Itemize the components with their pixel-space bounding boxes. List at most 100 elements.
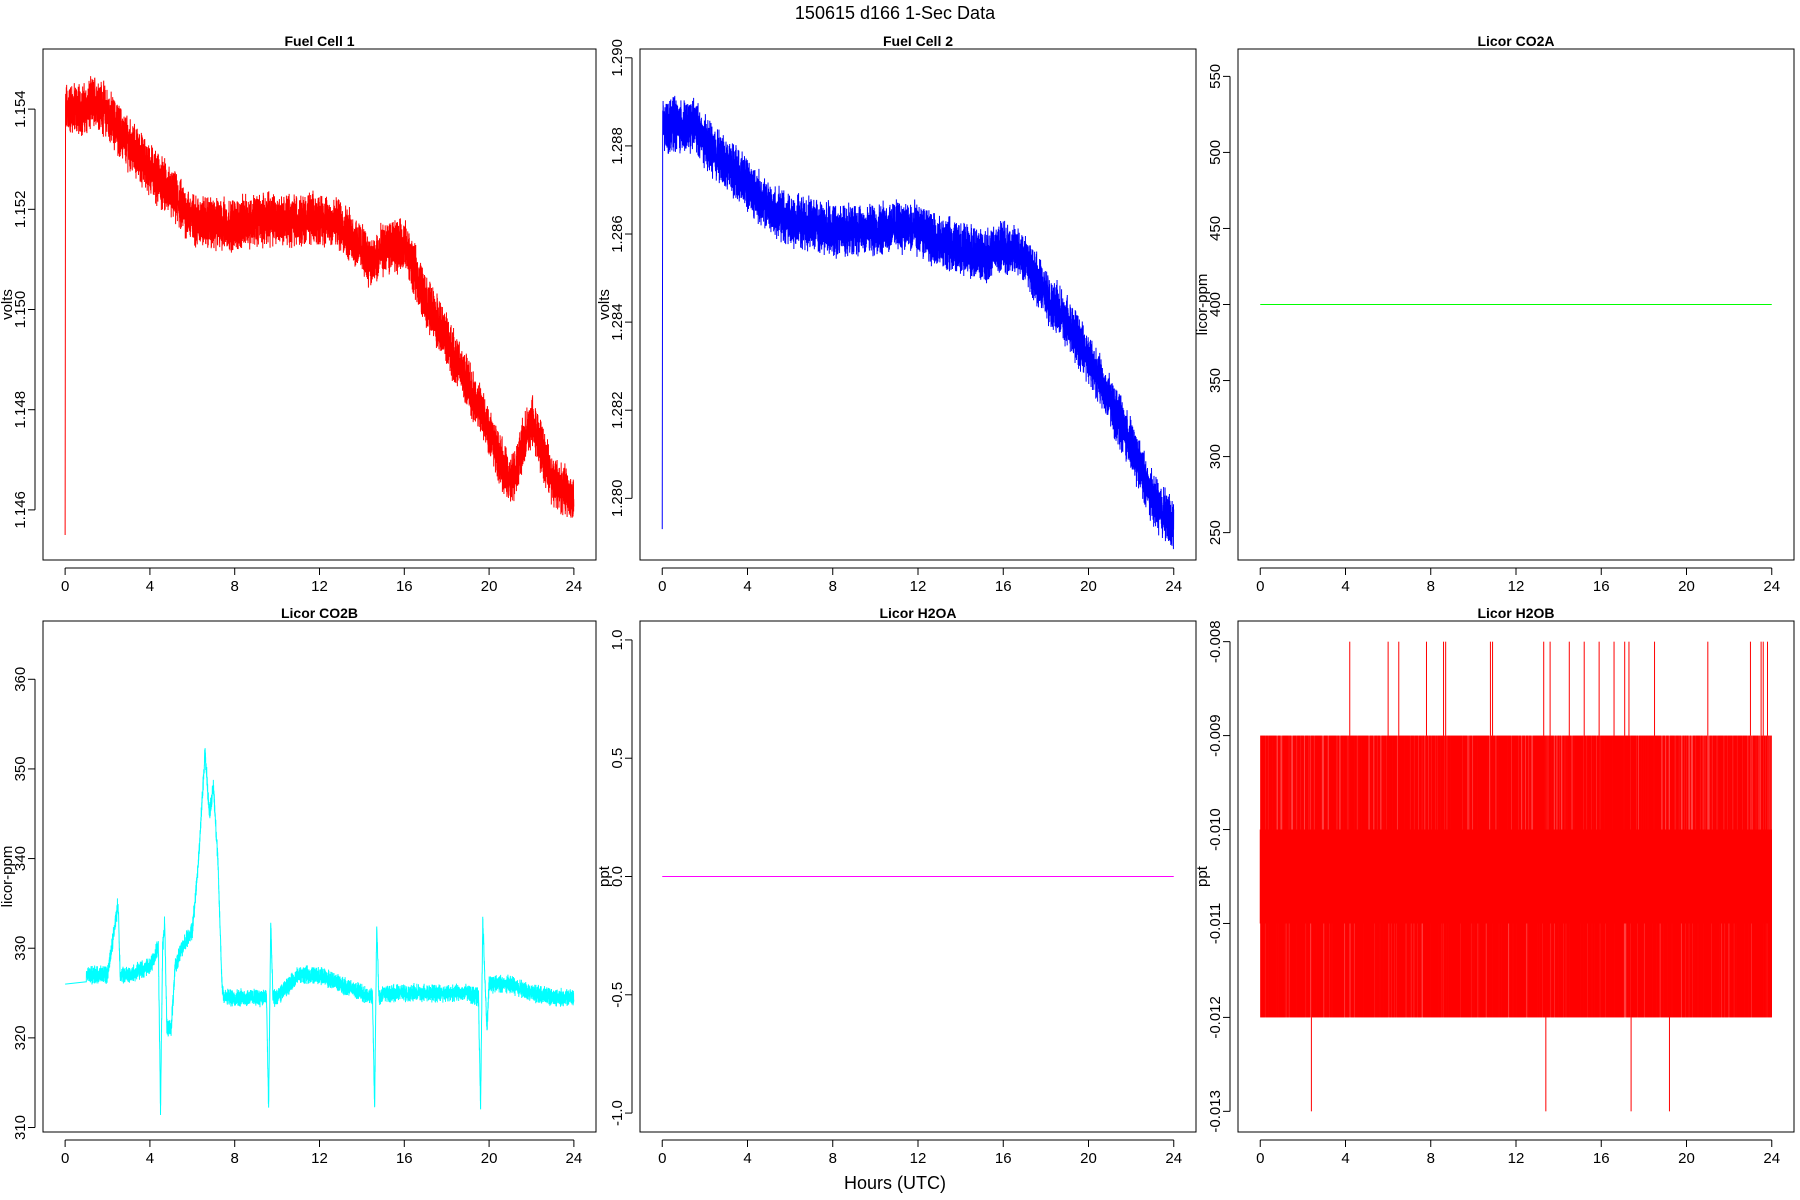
panel-title: Licor H2OA [879,605,956,621]
panel-title: Licor CO2B [281,605,358,621]
plot-frame [639,48,1197,561]
chart-panel-5: Licor H2OA ppt 0 4 8 12 16 20 24 -1.0 -0.5 0.0 0.5 1.… [596,605,1197,1167]
x-axis: 0 4 8 12 16 20 24 [61,1139,583,1167]
x-tick-label: 0 [1256,578,1264,595]
x-tick-label: 16 [396,1150,413,1167]
x-tick-label: 12 [311,1150,328,1167]
y-tick-label: -0.008 [1207,620,1224,663]
series-line [64,76,575,535]
y-tick-label: -0.010 [1207,808,1224,851]
y-tick-label: 340 [12,846,29,871]
x-tick-label: 4 [146,578,154,595]
y-tick-label: 320 [12,1025,29,1050]
y-tick-label: 1.154 [12,90,29,128]
y-tick-label: 250 [1207,520,1224,545]
y-axis-label: ppt [596,865,613,887]
x-axis: 0 4 8 12 16 20 24 [61,567,583,595]
y-axis: -0.013 -0.012 -0.011 -0.010 -0.009 -0.008 [1207,620,1231,1133]
x-tick-label: 8 [1427,578,1435,595]
y-tick-label: 0.0 [609,866,626,887]
y-tick-label: 1.284 [609,303,626,341]
x-tick-label: 24 [1165,578,1182,595]
x-tick-label: 16 [1593,578,1610,595]
x-tick-label: 8 [829,578,837,595]
y-axis: 1.280 1.282 1.284 1.286 1.288 1.290 [609,39,633,518]
plot-frame [42,620,597,1133]
x-tick-label: 4 [743,1150,751,1167]
y-tick-label: 300 [1207,444,1224,469]
figure-title: 150615 d166 1-Sec Data [795,3,996,23]
y-tick-label: 310 [12,1115,29,1140]
x-tick-label: 0 [61,1150,69,1167]
x-tick-label: 4 [1341,578,1349,595]
x-tick-label: 12 [910,578,927,595]
y-tick-label: 1.288 [609,127,626,165]
series-core [1260,829,1772,924]
y-tick-label: 400 [1207,292,1224,317]
x-tick-label: 20 [1678,578,1695,595]
y-tick-label: 1.280 [609,480,626,518]
y-tick-label: 350 [12,756,29,781]
x-tick-label: 24 [1763,578,1780,595]
y-axis-label: ppt [1194,865,1211,887]
plot-frame [639,620,1197,1133]
y-tick-label: 1.146 [12,491,29,529]
plot-frame [1237,620,1795,1133]
y-tick-label: 550 [1207,64,1224,89]
x-tick-label: 16 [995,1150,1012,1167]
data-series [65,748,575,1116]
y-tick-label: 330 [12,936,29,961]
y-axis: 250 300 350 400 450 500 550 [1207,64,1231,545]
y-axis-label: volts [596,289,613,320]
x-tick-label: 20 [1080,578,1097,595]
y-tick-label: 360 [12,667,29,692]
panel-title: Licor H2OB [1477,605,1554,621]
y-tick-label: 500 [1207,140,1224,165]
y-tick-label: -0.013 [1207,1090,1224,1133]
x-axis: 0 4 8 12 16 20 24 [1256,1139,1780,1167]
series-line [65,748,575,1116]
y-axis: 310 320 330 340 350 360 [12,667,36,1140]
y-tick-label: 450 [1207,216,1224,241]
y-tick-label: 1.152 [12,191,29,229]
panel-title: Licor CO2A [1477,33,1554,49]
panel-title: Fuel Cell 1 [284,33,354,49]
y-axis-label: licor-ppm [0,846,16,908]
y-tick-label: 0.5 [609,748,626,769]
x-axis: 0 4 8 12 16 20 24 [658,567,1182,595]
plot-frame [1237,48,1795,561]
x-tick-label: 16 [1593,1150,1610,1167]
x-tick-label: 12 [1508,578,1525,595]
x-tick-label: 8 [829,1150,837,1167]
data-series [1259,641,1772,1112]
x-tick-label: 24 [566,1150,583,1167]
chart-panel-3: Licor CO2A licor-ppm 0 4 8 12 16 20 24 250 300 350 4… [1194,33,1795,595]
data-series [64,76,575,535]
y-tick-label: 1.282 [609,391,626,429]
x-tick-label: 0 [658,1150,666,1167]
y-axis: 1.146 1.148 1.150 1.152 1.154 [12,90,36,529]
y-tick-label: -0.009 [1207,714,1224,757]
x-tick-label: 24 [1763,1150,1780,1167]
x-tick-label: 24 [1165,1150,1182,1167]
x-axis: 0 4 8 12 16 20 24 [1256,567,1780,595]
y-tick-label: -0.5 [609,982,626,1008]
x-tick-label: 8 [1427,1150,1435,1167]
x-tick-label: 12 [1508,1150,1525,1167]
series-line [661,95,1175,550]
plot-frame [42,48,597,561]
panel-title: Fuel Cell 2 [883,33,953,49]
y-tick-label: 1.290 [609,39,626,77]
x-tick-label: 24 [566,578,583,595]
x-tick-label: 12 [910,1150,927,1167]
x-tick-label: 0 [61,578,69,595]
x-tick-label: 20 [481,1150,498,1167]
x-tick-label: 4 [1341,1150,1349,1167]
y-tick-label: -1.0 [609,1100,626,1126]
